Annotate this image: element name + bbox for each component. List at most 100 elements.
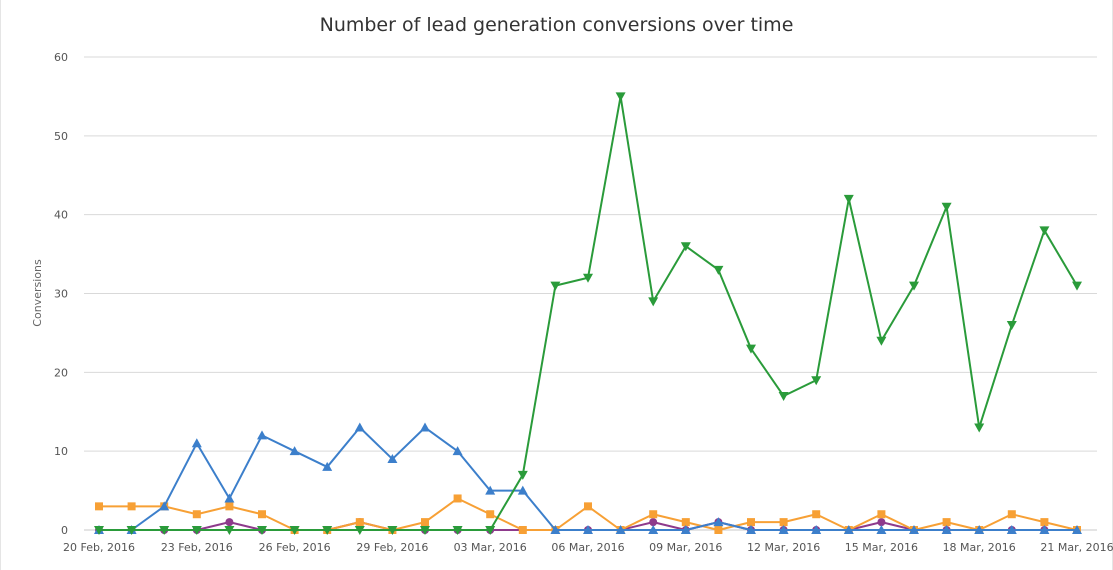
axes: 0 10 20 30 40 50 60 20 Feb, 2016 23 Feb, 2016 26 … [54, 51, 1113, 554]
circle-marker [649, 518, 658, 527]
triangle-down-marker [811, 376, 822, 386]
square-marker [127, 502, 136, 511]
y-tick-label: 30 [54, 288, 68, 301]
triangle-up-marker [1006, 525, 1017, 534]
square-marker [747, 518, 755, 527]
triangle-down-marker [974, 423, 985, 433]
square-marker [95, 502, 103, 511]
chart-left-border [0, 0, 1, 570]
x-tick-label: 09 Mar, 2016 [649, 541, 722, 554]
y-tick-label: 0 [61, 524, 68, 537]
series-layer [94, 92, 1082, 535]
square-marker [681, 518, 690, 527]
triangle-down-marker [224, 526, 235, 535]
triangle-up-marker [452, 446, 463, 456]
triangle-down-marker [615, 92, 626, 102]
square-marker [258, 510, 266, 519]
triangle-up-marker [1072, 525, 1082, 534]
triangle-up-marker [746, 525, 756, 534]
triangle-down-marker [485, 526, 496, 535]
triangle-down-marker [1006, 321, 1017, 331]
triangle-down-marker [354, 526, 365, 535]
square-marker [518, 526, 527, 534]
triangle-up-marker [941, 525, 952, 534]
square-marker [942, 518, 951, 527]
triangle-down-marker [778, 391, 789, 401]
x-tick-label: 23 Feb, 2016 [161, 541, 233, 554]
square-marker [453, 494, 462, 503]
y-tick-label: 20 [54, 366, 68, 379]
x-tick-label: 29 Feb, 2016 [356, 541, 428, 554]
triangle-down-marker [680, 242, 691, 252]
triangle-down-marker [517, 470, 528, 480]
square-marker [355, 518, 364, 527]
triangle-down-marker [1072, 281, 1082, 291]
triangle-down-marker [289, 526, 300, 535]
triangle-up-marker [354, 422, 365, 432]
triangle-down-marker [550, 281, 561, 291]
triangle-up-marker [517, 485, 528, 495]
triangle-up-marker [974, 525, 985, 534]
triangle-down-marker [909, 281, 919, 291]
square-marker [714, 526, 723, 534]
triangle-down-marker [452, 526, 463, 535]
y-tick-label: 50 [54, 130, 68, 143]
triangle-down-marker [876, 336, 887, 346]
x-tick-label: 12 Mar, 2016 [747, 541, 820, 554]
square-marker [192, 510, 201, 519]
series-line [99, 426, 1077, 531]
triangle-up-marker [778, 525, 789, 534]
square-marker [1007, 510, 1016, 519]
triangle-down-marker [126, 526, 137, 535]
square-marker [877, 510, 886, 519]
y-tick-label: 60 [54, 51, 68, 64]
triangle-up-marker [909, 525, 919, 534]
triangle-up-marker [680, 525, 691, 534]
y-tick-label: 10 [54, 445, 68, 458]
triangle-down-marker [159, 526, 170, 535]
triangle-down-marker [387, 526, 398, 535]
x-tick-label: 20 Feb, 2016 [63, 541, 135, 554]
x-tick-label: 18 Mar, 2016 [943, 541, 1016, 554]
x-tick-label: 26 Feb, 2016 [259, 541, 331, 554]
triangle-up-marker [224, 493, 235, 503]
triangle-down-marker [191, 526, 202, 535]
circle-marker [225, 518, 234, 527]
x-tick-label: 15 Mar, 2016 [845, 541, 918, 554]
triangle-up-marker [1039, 525, 1050, 534]
triangle-up-marker [191, 438, 202, 448]
triangle-up-marker [843, 525, 854, 534]
triangle-down-marker [746, 344, 756, 354]
circle-marker [877, 518, 886, 527]
triangle-up-marker [322, 461, 333, 471]
triangle-up-marker [257, 430, 267, 440]
gridlines [84, 56, 1097, 531]
triangle-down-marker [1039, 226, 1050, 236]
x-tick-label: 06 Mar, 2016 [551, 541, 624, 554]
triangle-up-marker [648, 525, 659, 534]
triangle-up-marker [713, 517, 724, 527]
y-tick-label: 40 [54, 209, 68, 222]
square-marker [812, 510, 821, 519]
square-marker [421, 518, 429, 527]
triangle-down-marker [583, 273, 593, 283]
square-marker [779, 518, 788, 527]
triangle-down-marker [648, 297, 659, 307]
triangle-up-marker [387, 454, 398, 464]
triangle-up-marker [583, 525, 593, 534]
triangle-up-marker [615, 525, 626, 534]
triangle-down-marker [322, 526, 333, 535]
x-tick-label: 03 Mar, 2016 [454, 541, 527, 554]
triangle-down-marker [257, 526, 267, 535]
triangle-down-marker [94, 526, 104, 535]
triangle-down-marker [420, 526, 430, 535]
chart-title: Number of lead generation conversions ov… [319, 14, 794, 36]
triangle-up-marker [550, 525, 561, 534]
y-axis-title: Conversions [31, 259, 44, 327]
triangle-down-marker [941, 202, 952, 212]
square-marker [225, 502, 234, 511]
square-marker [1040, 518, 1049, 527]
triangle-down-marker [713, 265, 724, 275]
triangle-up-marker [811, 525, 822, 534]
